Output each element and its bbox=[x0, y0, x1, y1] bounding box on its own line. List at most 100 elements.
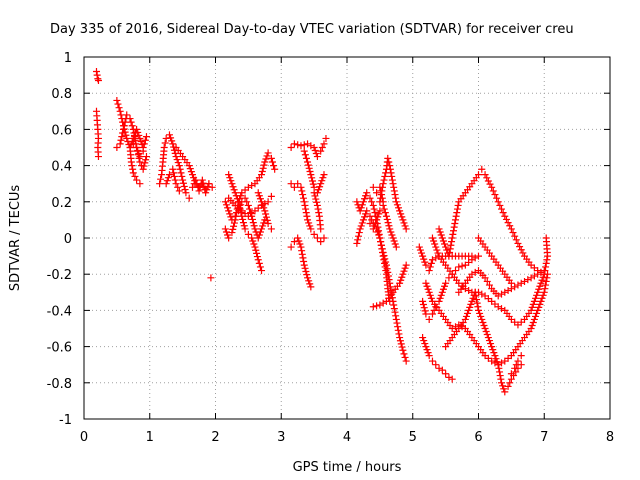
data-point-marker bbox=[390, 237, 398, 245]
data-point-marker bbox=[539, 273, 547, 281]
data-point-marker bbox=[231, 189, 239, 197]
data-point-marker bbox=[225, 171, 233, 179]
data-point-marker bbox=[300, 258, 308, 266]
data-point-marker bbox=[423, 282, 431, 290]
data-point-marker bbox=[297, 142, 305, 150]
data-point-marker bbox=[299, 254, 307, 262]
data-point-marker bbox=[451, 267, 459, 275]
data-point-marker bbox=[361, 213, 369, 221]
data-point-marker bbox=[388, 172, 396, 180]
data-point-marker bbox=[230, 186, 238, 194]
data-point-marker bbox=[300, 198, 308, 206]
data-point-marker bbox=[157, 175, 165, 183]
data-point-marker bbox=[376, 301, 384, 309]
data-point-marker bbox=[375, 230, 383, 238]
data-point-marker bbox=[376, 207, 384, 215]
data-point-marker bbox=[169, 165, 177, 173]
data-point-marker bbox=[507, 279, 515, 287]
data-point-marker bbox=[432, 361, 440, 369]
data-point-marker bbox=[317, 238, 325, 246]
data-point-marker bbox=[313, 201, 321, 209]
data-point-marker bbox=[127, 118, 135, 126]
data-point-marker bbox=[426, 263, 434, 271]
data-point-marker bbox=[382, 212, 390, 220]
data-point-marker bbox=[517, 352, 525, 360]
data-point-marker bbox=[298, 187, 306, 195]
data-point-marker bbox=[241, 225, 249, 233]
data-point-marker bbox=[258, 171, 266, 179]
data-point-marker bbox=[316, 183, 324, 191]
data-point-marker bbox=[538, 276, 546, 284]
data-point-marker bbox=[129, 169, 137, 177]
data-point-marker bbox=[527, 274, 535, 282]
data-point-marker bbox=[353, 239, 361, 247]
data-point-marker bbox=[141, 159, 149, 167]
data-point-marker bbox=[313, 153, 321, 161]
data-point-marker bbox=[357, 222, 365, 230]
data-point-marker bbox=[524, 276, 532, 284]
data-point-marker bbox=[484, 177, 492, 185]
data-point-marker bbox=[528, 303, 536, 311]
data-point-marker bbox=[376, 234, 384, 242]
data-point-marker bbox=[258, 225, 266, 233]
data-point-marker bbox=[462, 312, 470, 320]
data-point-marker bbox=[380, 205, 388, 213]
data-point-marker bbox=[392, 243, 400, 251]
data-point-marker bbox=[491, 352, 499, 360]
data-point-marker bbox=[501, 212, 509, 220]
data-point-marker bbox=[195, 187, 203, 195]
data-point-marker bbox=[236, 195, 244, 203]
x-tick-label: 8 bbox=[606, 430, 614, 445]
data-point-marker bbox=[305, 219, 313, 227]
data-point-marker bbox=[387, 228, 395, 236]
data-point-marker bbox=[381, 172, 389, 180]
data-point-marker bbox=[391, 191, 399, 199]
data-point-marker bbox=[451, 216, 459, 224]
data-point-marker bbox=[302, 267, 310, 275]
data-point-marker bbox=[396, 337, 404, 345]
data-point-marker bbox=[384, 154, 392, 162]
data-point-marker bbox=[399, 346, 407, 354]
data-point-marker bbox=[534, 288, 542, 296]
data-point-marker bbox=[389, 234, 397, 242]
data-point-marker bbox=[477, 312, 485, 320]
data-point-marker bbox=[185, 162, 193, 170]
data-point-marker bbox=[432, 243, 440, 251]
data-point-marker bbox=[121, 118, 129, 126]
data-point-marker bbox=[128, 122, 136, 130]
data-point-marker bbox=[534, 306, 542, 314]
data-point-marker bbox=[535, 303, 543, 311]
data-point-marker bbox=[438, 288, 446, 296]
data-point-marker bbox=[484, 334, 492, 342]
data-point-marker bbox=[435, 297, 443, 305]
data-point-marker bbox=[230, 222, 238, 230]
data-point-marker bbox=[428, 234, 436, 242]
data-point-marker bbox=[187, 168, 195, 176]
data-point-marker bbox=[296, 240, 304, 248]
data-point-marker bbox=[114, 100, 122, 108]
data-point-marker bbox=[170, 169, 178, 177]
data-point-marker bbox=[233, 209, 241, 217]
data-point-marker bbox=[465, 286, 473, 294]
data-point-marker bbox=[123, 134, 131, 142]
data-point-marker bbox=[258, 267, 266, 275]
data-point-marker bbox=[420, 304, 428, 312]
data-point-marker bbox=[471, 254, 479, 262]
data-point-marker bbox=[175, 162, 183, 170]
data-point-marker bbox=[491, 191, 499, 199]
data-point-marker bbox=[442, 279, 450, 287]
data-point-marker bbox=[317, 147, 325, 155]
data-point-marker bbox=[254, 234, 262, 242]
data-point-marker bbox=[516, 243, 524, 251]
data-point-marker bbox=[442, 370, 450, 378]
data-point-marker bbox=[421, 307, 429, 315]
data-point-marker bbox=[258, 167, 266, 175]
data-point-marker bbox=[540, 288, 548, 296]
data-point-marker bbox=[399, 216, 407, 224]
data-point-marker bbox=[248, 182, 256, 190]
data-point-marker bbox=[134, 128, 142, 136]
data-point-marker bbox=[369, 201, 377, 209]
data-point-marker bbox=[492, 355, 500, 363]
data-point-marker bbox=[313, 234, 321, 242]
data-point-marker bbox=[305, 277, 313, 285]
